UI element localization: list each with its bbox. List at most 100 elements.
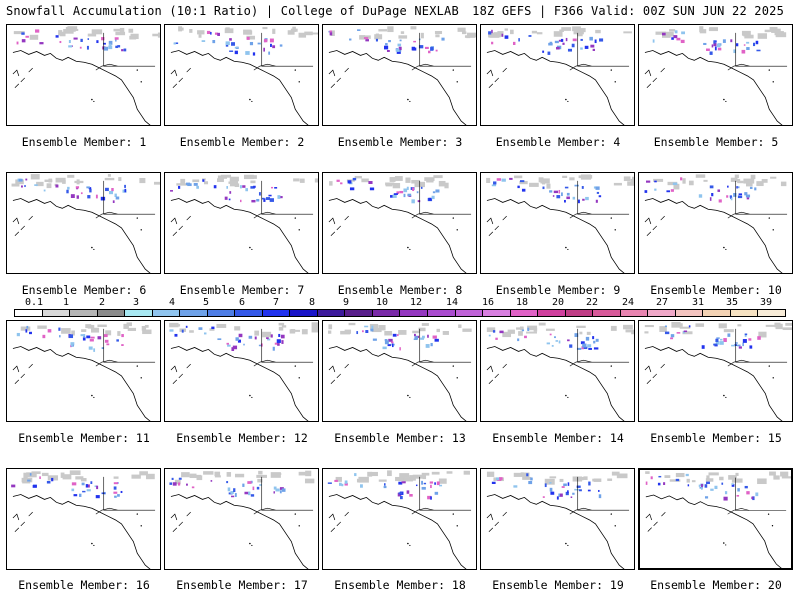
ensemble-member-map-15: [638, 320, 793, 422]
colorbar-swatch-15: [427, 310, 456, 316]
colorbar-swatch-18: [510, 310, 539, 316]
colorbar-swatch-8: [235, 310, 263, 316]
colorbar-swatch-10: [290, 310, 318, 316]
colorbar-tick-label: 7: [272, 297, 280, 308]
map-canvas: [11, 470, 156, 569]
ensemble-member-label: Ensemble Member: 5: [653, 135, 779, 149]
map-canvas: [486, 322, 634, 421]
colorbar-swatch-7: [207, 310, 236, 316]
ensemble-member-label: Ensemble Member: 15: [650, 431, 782, 445]
map-canvas: [169, 470, 315, 569]
ensemble-member-map-17: [164, 468, 319, 570]
colorbar-tick-label: 1: [62, 297, 70, 308]
colorbar-tick-label: 18: [515, 297, 529, 308]
colorbar-swatch-21: [593, 310, 621, 316]
map-canvas: [486, 471, 630, 569]
colorbar-swatch-1: [42, 310, 71, 316]
snowfall-colorbar: [14, 309, 786, 317]
map-canvas: [645, 471, 791, 568]
ensemble-member-map-3: [322, 24, 477, 126]
ensemble-member-map-8: [322, 172, 477, 274]
model-run-info: 18Z GEFS | F366 Valid: 00Z SUN JUN 22 20…: [472, 4, 784, 18]
colorbar-tick-label: 20: [551, 297, 565, 308]
colorbar-swatch-6: [180, 310, 208, 316]
colorbar-tick-label: 8: [308, 297, 316, 308]
ensemble-member-map-2: [164, 24, 319, 126]
map-title: Snowfall Accumulation (10:1 Ratio) | Col…: [6, 4, 459, 18]
colorbar-swatch-17: [483, 310, 511, 316]
map-canvas: [644, 321, 792, 421]
map-canvas: [644, 26, 788, 125]
ensemble-member-map-7: [164, 172, 319, 274]
colorbar-tick-label: 14: [445, 297, 459, 308]
map-canvas: [11, 174, 160, 273]
ensemble-member-map-10: [638, 172, 793, 274]
ensemble-member-label: Ensemble Member: 4: [495, 135, 621, 149]
ensemble-member-map-5: [638, 24, 793, 126]
colorbar-swatch-24: [675, 310, 704, 316]
ensemble-member-map-13: [322, 320, 477, 422]
ensemble-member-map-14: [480, 320, 635, 422]
ensemble-member-label: Ensemble Member: 19: [492, 578, 624, 592]
map-canvas: [170, 174, 318, 273]
ensemble-member-label: Ensemble Member: 1: [21, 135, 147, 149]
map-canvas: [328, 26, 476, 125]
ensemble-member-label: Ensemble Member: 8: [337, 283, 463, 297]
colorbar-labels: 0.1 1 2 3 4 5 6 7 8 9 10 12 14 16 18 20 22 24 27 31 35 39: [14, 297, 786, 309]
ensemble-member-label: Ensemble Member: 13: [334, 431, 466, 445]
colorbar-tick-label: 0.1: [24, 297, 44, 308]
colorbar-swatch-13: [372, 310, 401, 316]
ensemble-member-map-1: [6, 24, 161, 126]
colorbar-swatch-11: [317, 310, 346, 316]
ensemble-member-map-11: [6, 320, 161, 422]
colorbar-swatch-9: [262, 310, 291, 316]
ensemble-member-map-16: [6, 468, 161, 570]
ensemble-member-map-6: [6, 172, 161, 274]
colorbar-tick-label: 27: [655, 297, 669, 308]
colorbar-swatch-5: [152, 310, 181, 316]
colorbar-tick-label: 22: [585, 297, 599, 308]
ensemble-member-label: Ensemble Member: 16: [18, 578, 150, 592]
ensemble-member-label: Ensemble Member: 2: [179, 135, 305, 149]
ensemble-member-label: Ensemble Member: 6: [21, 283, 147, 297]
colorbar-swatch-25: [703, 310, 731, 316]
ensemble-member-map-20: [638, 468, 793, 570]
map-canvas: [486, 174, 634, 273]
colorbar-swatch-12: [345, 310, 373, 316]
ensemble-member-label: Ensemble Member: 3: [337, 135, 463, 149]
colorbar-tick-label: 31: [691, 297, 705, 308]
colorbar-swatch-14: [400, 310, 428, 316]
ensemble-member-label: Ensemble Member: 17: [176, 578, 308, 592]
colorbar-tick-label: 9: [342, 297, 350, 308]
ensemble-member-label: Ensemble Member: 7: [179, 283, 305, 297]
ensemble-member-map-18: [322, 468, 477, 570]
ensemble-member-map-4: [480, 24, 635, 126]
ensemble-member-map-19: [480, 468, 635, 570]
ensemble-member-label: Ensemble Member: 9: [495, 283, 621, 297]
map-canvas: [12, 26, 160, 125]
colorbar-swatch-22: [620, 310, 649, 316]
map-canvas: [169, 322, 318, 421]
ensemble-member-map-12: [164, 320, 319, 422]
colorbar-tick-label: 12: [409, 297, 423, 308]
colorbar-tick-label: 24: [621, 297, 635, 308]
ensemble-member-label: Ensemble Member: 11: [18, 431, 150, 445]
ensemble-member-map-9: [480, 172, 635, 274]
map-canvas: [328, 175, 472, 273]
ensemble-member-label: Ensemble Member: 10: [650, 283, 782, 297]
colorbar-swatch-20: [565, 310, 594, 316]
colorbar-tick-label: 10: [375, 297, 389, 308]
colorbar-tick-label: 2: [98, 297, 106, 308]
map-canvas: [486, 26, 632, 125]
colorbar-tick-label: 39: [759, 297, 773, 308]
ensemble-member-label: Ensemble Member: 12: [176, 431, 308, 445]
map-canvas: [12, 322, 156, 421]
colorbar-swatch-23: [648, 310, 676, 316]
ensemble-member-label: Ensemble Member: 18: [334, 578, 466, 592]
colorbar-tick-label: 35: [725, 297, 739, 308]
map-canvas: [170, 26, 318, 125]
colorbar-swatch-16: [455, 310, 484, 316]
map-canvas: [328, 322, 472, 421]
colorbar-swatch-26: [730, 310, 759, 316]
map-canvas: [644, 174, 788, 273]
